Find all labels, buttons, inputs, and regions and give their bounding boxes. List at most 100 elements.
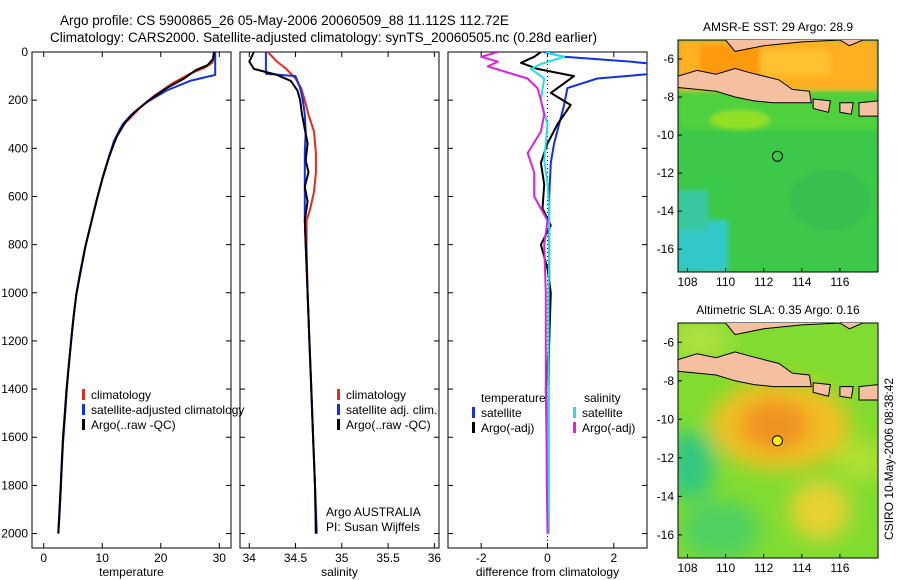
diff-legend-label-temperature: Argo(-adj) [481, 421, 534, 435]
altimetric-sla-map-ytick-label: -6 [663, 335, 674, 349]
altimetric-sla-map-ytick-label: -16 [657, 528, 675, 542]
credit-stamp: CSIRO 10-May-2006 08:38:42 [882, 378, 896, 540]
amsr-e-sst-map-ytick-label: -12 [657, 166, 675, 180]
depth-tick-label: 2000 [1, 527, 28, 541]
series-line-satellite-adjusted-climatology [57, 52, 217, 534]
altimetric-sla-map-overlay [678, 323, 878, 447]
amsr-e-sst-map-title: AMSR-E SST: 29 Argo: 28.9 [703, 20, 853, 34]
argo-float-position-marker [771, 150, 783, 162]
depth-tick-label: 800 [8, 238, 28, 252]
island-landmass [839, 102, 854, 115]
series-line-satellite-adj-clim- [264, 52, 318, 534]
figure-title-line1: Argo profile: CS 5900865_26 05-May-2006 … [60, 13, 509, 28]
difference-from-climatology-series-group [480, 52, 647, 548]
temperature-profile-xtick-label: 10 [96, 551, 110, 565]
amsr-e-sst-map-xtick-label: 108 [678, 275, 698, 289]
island-landmass [858, 100, 878, 117]
series-line-salinity-argo-adj- [480, 52, 549, 534]
salinity-annotation-line: PI: Susan Wijffels [326, 520, 420, 534]
diff-legend-swatch-temperature [472, 407, 475, 418]
depth-tick-label: 400 [8, 141, 28, 155]
diff-legend-label-salinity: Argo(-adj) [582, 421, 635, 435]
sst-map-field [678, 40, 878, 272]
island-landmass [858, 384, 878, 401]
figure-title-line2: Climatology: CARS2000. Satellite-adjuste… [50, 30, 597, 45]
series-line-climatology [57, 52, 217, 534]
amsr-e-sst-map-xtick-label: 116 [830, 275, 849, 289]
salinity-annotation-line: Argo AUSTRALIA [326, 505, 421, 519]
difference-from-climatology-xtick-label: -2 [476, 551, 487, 565]
series-line-salinity-satellite [529, 52, 566, 534]
salinity-profile-legend-label: climatology [346, 388, 406, 402]
altimetric-sla-map-xtick-label: 116 [830, 561, 849, 575]
temperature-profile-legend-label: climatology [91, 388, 151, 402]
salinity-profile-legend-swatch [337, 404, 340, 415]
island-landmass [678, 67, 812, 104]
series-line-temperature-satellite [543, 52, 647, 534]
amsr-e-sst-map-ytick-label: -6 [663, 52, 674, 66]
amsr-e-sst-map-ytick-label: -8 [663, 90, 674, 104]
depth-tick-label: 1400 [1, 382, 28, 396]
salinity-profile-xtick-label: 35.5 [376, 551, 400, 565]
altimetric-sla-map-xtick-label: 108 [678, 561, 698, 575]
series-line-climatology [267, 52, 317, 534]
diff-legend-swatch-salinity [573, 407, 576, 418]
difference-from-climatology-xtick-label: 2 [610, 551, 617, 565]
depth-tick-label: 1200 [1, 334, 28, 348]
diff-legend-title-temperature: temperature [481, 391, 546, 405]
salinity-profile-xtick-label: 34.5 [284, 551, 308, 565]
temperature-profile-legend-swatch [82, 404, 85, 415]
amsr-e-sst-map-xtick-label: 112 [754, 275, 773, 289]
salinity-profile-legend-label: Argo(..raw -QC) [346, 418, 431, 432]
amsr-e-sst-map-ytick-label: -16 [657, 242, 675, 256]
depth-tick-label: 600 [8, 189, 28, 203]
temperature-profile-xtick-label: 0 [40, 551, 47, 565]
amsr-e-sst-map-ytick-label: -10 [657, 128, 675, 142]
salinity-profile-xtick-label: 36 [428, 551, 442, 565]
salinity-profile-legend-swatch [337, 419, 340, 430]
diff-legend-swatch-temperature [472, 422, 475, 433]
altimetric-sla-map-xtick-label: 114 [792, 561, 811, 575]
island-landmass [839, 386, 854, 399]
depth-tick-label: 1800 [1, 478, 28, 492]
altimetric-sla-map-ytick-label: -14 [657, 489, 675, 503]
depth-tick-label: 200 [8, 93, 28, 107]
depth-tick-label: 0 [21, 45, 28, 59]
amsr-e-sst-map-ytick-label: -14 [657, 204, 675, 218]
temperature-profile-xtick-label: 20 [154, 551, 168, 565]
temperature-profile-series-group [57, 52, 217, 534]
salinity-profile-xtick-label: 34 [243, 551, 257, 565]
salinity-profile-legend-label: satellite adj. clim. [346, 403, 437, 417]
borneo-landmass [725, 323, 878, 336]
temperature-profile-legend-swatch [82, 389, 85, 400]
series-line-argo-raw-qc- [57, 52, 215, 534]
salinity-profile-frame [239, 51, 440, 549]
salinity-profile-xtick-label: 35 [335, 551, 349, 565]
depth-tick-label: 1600 [1, 430, 28, 444]
island-landmass [812, 98, 831, 113]
temperature-profile-legend-swatch [82, 419, 85, 430]
amsr-e-sst-map-xtick-label: 110 [716, 275, 735, 289]
diff-legend-title-salinity: salinity [584, 391, 621, 405]
altimetric-sla-map-title: Altimetric SLA: 0.35 Argo: 0.16 [696, 303, 860, 317]
difference-from-climatology-xtick-label: 0 [544, 551, 551, 565]
temperature-profile-xtick-label: 30 [213, 551, 227, 565]
depth-tick-label: 1000 [1, 286, 28, 300]
diff-legend-label-salinity: satellite [582, 406, 623, 420]
salinity-profile-legend-swatch [337, 389, 340, 400]
diff-legend-label-temperature: satellite [481, 406, 522, 420]
island-landmass [678, 351, 812, 388]
altimetric-sla-map-ytick-label: -12 [657, 451, 675, 465]
diff-legend-swatch-salinity [573, 422, 576, 433]
amsr-e-sst-map-xtick-label: 114 [792, 275, 811, 289]
temperature-profile-legend-label: Argo(..raw -QC) [91, 418, 176, 432]
amsr-e-sst-map-overlay [678, 40, 878, 162]
series-line-argo-raw-qc- [248, 52, 317, 534]
altimetric-sla-map-xtick-label: 110 [716, 561, 735, 575]
salinity-profile-series-group [248, 52, 318, 534]
difference-from-climatology-xlabel: difference from climatology [476, 565, 619, 579]
altimetric-sla-map-ytick-label: -10 [657, 412, 675, 426]
salinity-profile-xlabel: salinity [321, 565, 358, 579]
borneo-landmass [725, 40, 878, 52]
